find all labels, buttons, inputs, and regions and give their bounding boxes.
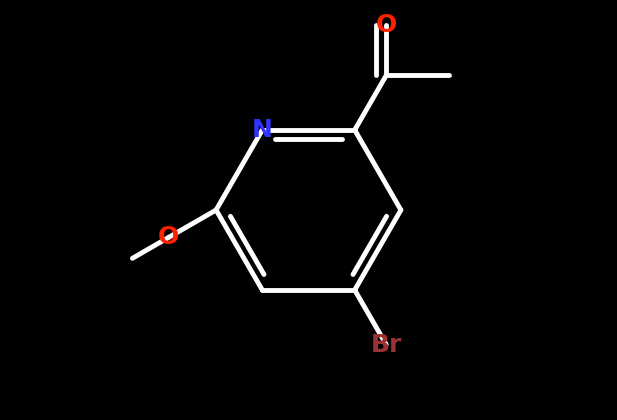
Text: O: O [158, 225, 180, 249]
Text: Br: Br [371, 333, 402, 357]
Text: N: N [252, 118, 273, 142]
Text: O: O [376, 13, 397, 37]
